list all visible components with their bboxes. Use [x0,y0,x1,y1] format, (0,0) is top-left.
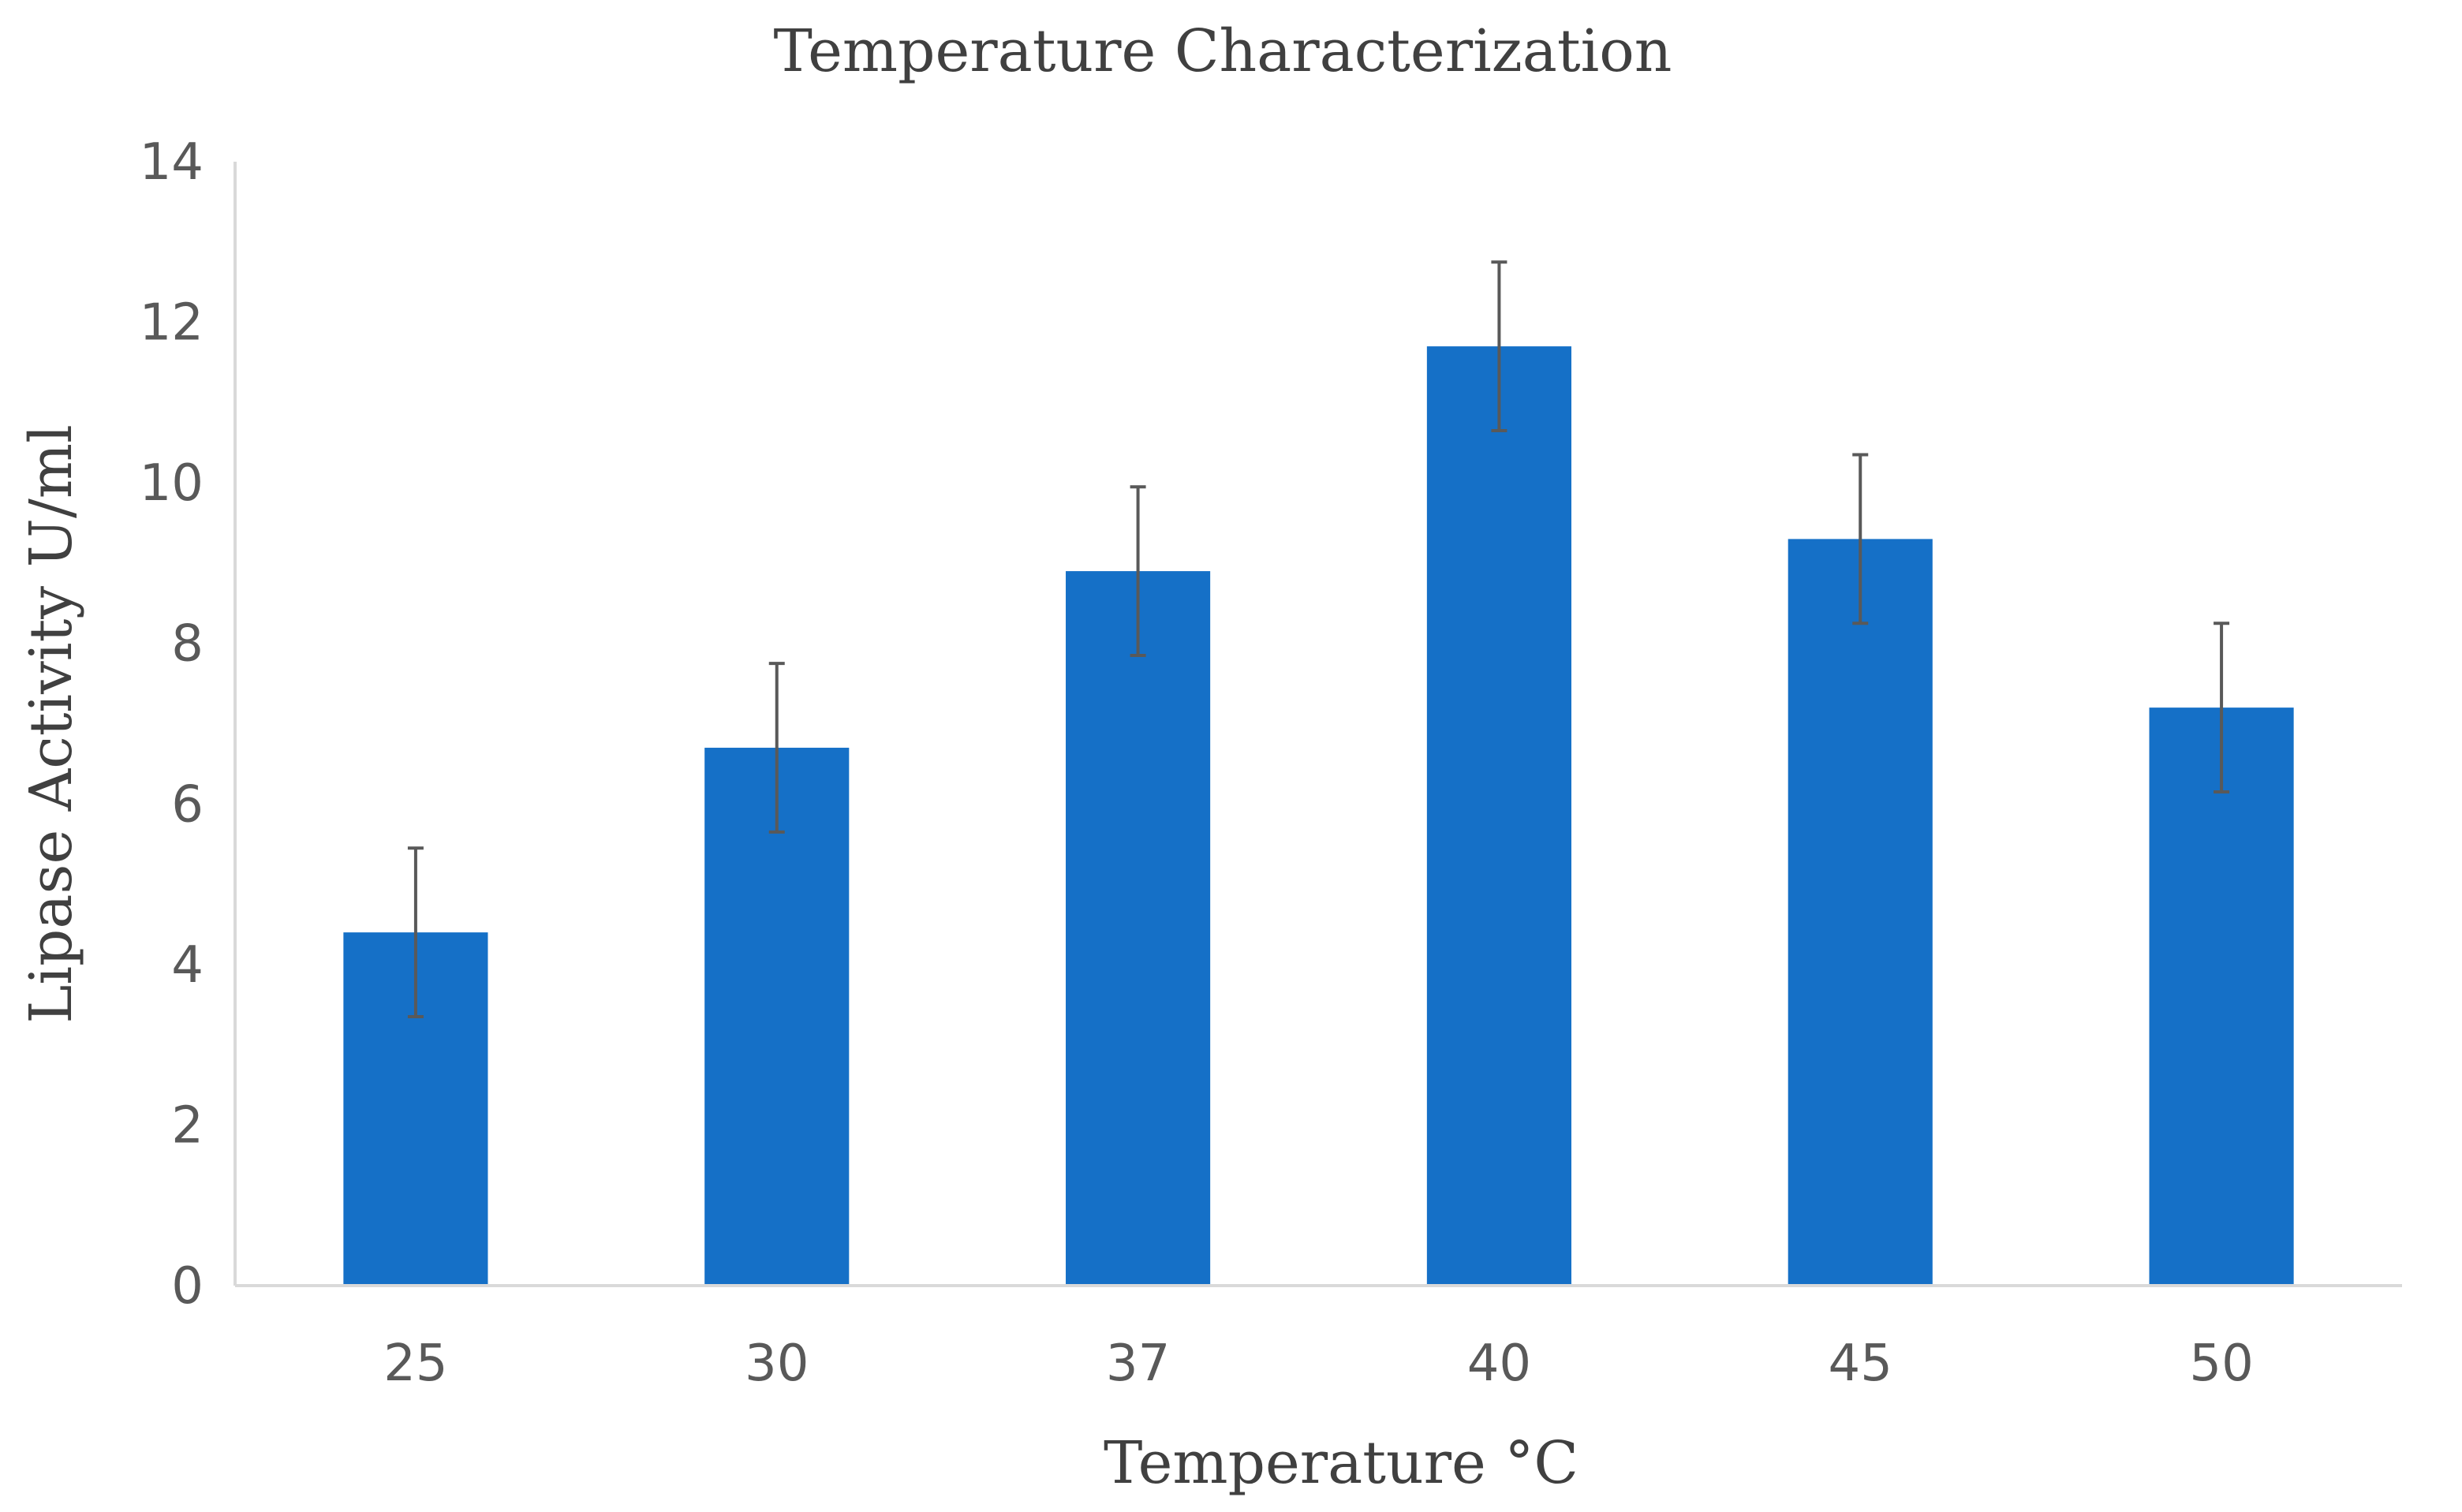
bar-45 [1788,539,1933,1286]
y-axis-title: Lipase Activity U/ml [17,424,85,1024]
y-tick-label: 6 [171,775,204,834]
x-tick-label: 37 [1106,1335,1170,1393]
error-bar-30 [768,662,785,834]
error-bar-50 [2214,622,2230,794]
y-tick-label: 10 [140,454,204,513]
chart-title: Temperature Characterization [774,17,1672,85]
y-axis-ticks: 0 2 4 6 8 10 12 14 [140,133,204,1316]
bar-40 [1426,346,1571,1286]
x-axis-title: Temperature °C [1104,1429,1578,1497]
y-tick-label: 0 [171,1257,204,1316]
y-tick-label: 14 [140,133,204,192]
error-bars [407,260,2230,1019]
x-tick-label: 40 [1467,1335,1531,1393]
x-axis-ticks: 25 30 37 40 45 50 [383,1335,2254,1393]
y-tick-label: 12 [140,294,204,353]
y-tick-label: 8 [171,615,204,674]
bar-30 [704,748,850,1286]
error-bar-40 [1491,260,1507,432]
y-tick-label: 2 [171,1096,204,1155]
bar-50 [2149,707,2294,1286]
error-bar-37 [1130,485,1146,657]
x-tick-label: 50 [2189,1335,2253,1393]
bar-37 [1066,571,1211,1286]
error-bar-45 [1852,453,1869,625]
x-tick-label: 30 [745,1335,809,1393]
y-tick-label: 4 [171,936,204,995]
x-tick-label: 25 [383,1335,447,1393]
error-bar-25 [407,846,424,1019]
x-tick-label: 45 [1829,1335,1892,1393]
bars [343,346,2294,1286]
